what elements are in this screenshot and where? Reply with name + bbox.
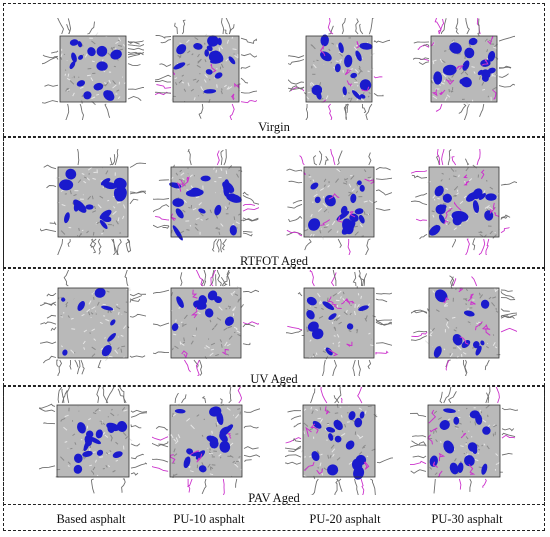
polyurethane-chains [427, 409, 476, 478]
cell-pav-aged-pu20 [273, 380, 401, 502]
simulation-box-pav-aged-based [29, 374, 161, 494]
row-label-pav-aged: PAV Aged [248, 491, 300, 505]
cell-rtfot-aged-pu10 [144, 138, 264, 260]
cell-uv-aged-pu20 [284, 265, 406, 384]
simulation-box-pav-aged-pu10 [140, 385, 275, 507]
column-label-pu30: PU-30 asphalt [431, 512, 503, 526]
simulation-box-rtfot-aged-pu20 [286, 148, 406, 264]
row-uv-aged: UV Aged [3, 259, 545, 386]
column-label-pu10: PU-10 asphalt [173, 512, 245, 526]
polyurethane-chains [303, 171, 375, 226]
cell-uv-aged-pu10 [147, 259, 263, 382]
polyurethane-chains [327, 296, 355, 357]
simulation-cell [60, 36, 126, 102]
cell-uv-aged-based [23, 264, 151, 381]
free-volume-voids [171, 290, 234, 332]
cell-virgin-based [39, 12, 154, 132]
polyurethane-chains [444, 169, 500, 225]
simulation-cell [429, 167, 499, 237]
simulation-box-pav-aged-pu30 [402, 375, 522, 494]
polyurethane-chains [304, 406, 370, 475]
simulation-box-rtfot-aged-pu10 [144, 138, 264, 253]
cell-pav-aged-pu10 [140, 385, 275, 507]
simulation-box-uv-aged-pu20 [284, 265, 406, 384]
column-label-based: Based asphalt [56, 512, 126, 526]
simulation-box-virgin-pu20 [271, 7, 391, 125]
cell-pav-aged-based [29, 374, 161, 500]
molecule-chains [147, 11, 264, 129]
free-volume-voids [61, 287, 116, 357]
row-label-rtfot-aged: RTFOT Aged [239, 254, 309, 268]
row-label-uv-aged: UV Aged [250, 372, 298, 386]
free-volume-voids [69, 39, 122, 101]
row-label-virgin: Virgin [258, 120, 290, 134]
simulation-box-virgin-pu30 [410, 10, 519, 125]
cell-rtfot-aged-pu30 [399, 139, 520, 262]
free-volume-voids [433, 289, 490, 358]
simulation-box-uv-aged-based [23, 264, 151, 381]
cell-pav-aged-pu30 [402, 375, 522, 500]
free-volume-voids [173, 35, 236, 94]
free-volume-voids [311, 411, 367, 480]
polyurethane-chains [170, 176, 190, 221]
simulation-box-rtfot-aged-pu30 [399, 139, 520, 262]
simulation-box-virgin-based [39, 12, 154, 132]
row-virgin: Virgin [3, 3, 545, 137]
cell-virgin-pu10 [147, 11, 264, 129]
simulation-cell [58, 288, 128, 358]
free-volume-voids [169, 175, 242, 241]
molecule-chains [410, 10, 519, 125]
cell-uv-aged-pu30 [404, 270, 530, 382]
free-volume-voids [73, 421, 128, 474]
simulation-box-rtfot-aged-based [27, 140, 151, 263]
cell-virgin-pu20 [271, 7, 391, 125]
column-labels: Based asphalt PU-10 asphalt PU-20 asphal… [3, 507, 545, 531]
cell-virgin-pu30 [410, 10, 519, 125]
molecule-chains [273, 380, 401, 502]
cell-rtfot-aged-pu20 [286, 148, 406, 264]
molecule-chains [402, 375, 522, 494]
free-volume-voids [59, 168, 127, 230]
polyurethane-chains [319, 41, 370, 103]
free-volume-voids [429, 408, 491, 475]
free-volume-voids [429, 185, 497, 236]
polyurethane-chains [430, 35, 497, 100]
simulation-cell [170, 405, 242, 477]
molecule-chains [29, 374, 161, 494]
free-volume-voids [306, 296, 369, 356]
simulation-box-virgin-pu10 [147, 11, 264, 129]
molecule-chains [23, 264, 151, 381]
polyurethane-chains [169, 433, 232, 464]
simulation-box-uv-aged-pu30 [404, 275, 530, 382]
cell-rtfot-aged-based [27, 140, 151, 263]
simulation-box-pav-aged-pu20 [273, 380, 401, 502]
simulation-box-uv-aged-pu10 [147, 259, 263, 382]
column-label-pu20: PU-20 asphalt [309, 512, 381, 526]
row-rtfot-aged: RTFOT Aged [3, 137, 545, 268]
polyurethane-chains [181, 289, 229, 359]
row-pav-aged: PAV Aged [3, 374, 545, 507]
simulation-cell [428, 405, 500, 477]
